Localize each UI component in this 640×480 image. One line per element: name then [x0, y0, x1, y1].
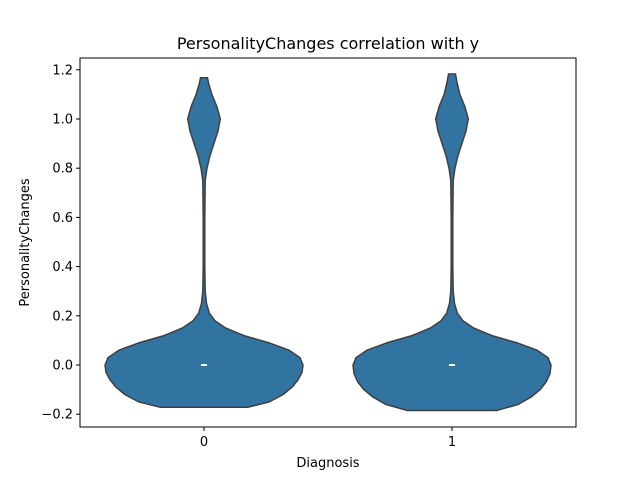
violin-1 [352, 73, 552, 412]
plot-frame [79, 57, 577, 428]
violins-layer [104, 73, 552, 412]
chart-title: PersonalityChanges correlation with y [177, 34, 479, 53]
x-tick-label: 1 [448, 435, 456, 450]
y-tick-label: 1.2 [52, 63, 73, 78]
y-axis-label: PersonalityChanges [18, 178, 33, 306]
y-tick-label: 0.6 [52, 211, 73, 226]
y-tick-label: −0.2 [41, 408, 73, 423]
y-tick-label: 1.0 [52, 113, 73, 128]
ticks-layer: −0.2 0.0 0.2 0.4 0.6 0.8 1.0 1.2 0 1 [41, 63, 456, 450]
x-axis-label: Diagnosis [296, 456, 359, 471]
violin-0 [104, 76, 304, 409]
y-tick-label: 0.0 [52, 359, 73, 374]
y-tick-label: 0.2 [52, 309, 73, 324]
x-tick-label: 0 [200, 435, 208, 450]
y-tick-label: 0.4 [52, 260, 73, 275]
y-tick-label: 0.8 [52, 162, 73, 177]
